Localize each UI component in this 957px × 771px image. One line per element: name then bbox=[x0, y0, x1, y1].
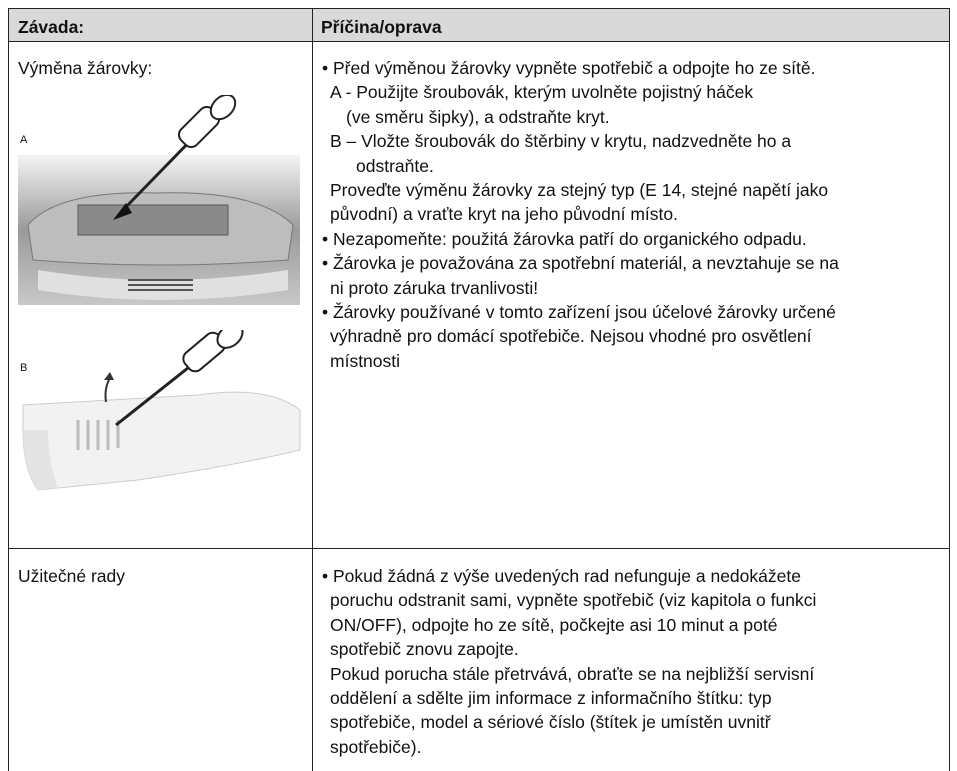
line: ni proto záruka trvanlivosti! bbox=[330, 277, 539, 298]
line: odstraňte. bbox=[356, 155, 434, 176]
line: oddělení a sdělte jim informace z inform… bbox=[330, 688, 772, 709]
line: B – Vložte šroubovák do štěrbiny v krytu… bbox=[330, 131, 792, 152]
fault: Užitečné rady bbox=[18, 566, 125, 586]
image-label: B bbox=[20, 362, 28, 374]
line: místnosti bbox=[330, 350, 401, 371]
border-header bbox=[8, 41, 950, 42]
border-mid bbox=[312, 8, 313, 771]
line: ON/OFF), odpojte ho ze sítě, počkejte as… bbox=[330, 614, 778, 635]
image-a bbox=[18, 95, 300, 305]
header-cause: Příčina/oprava bbox=[321, 17, 442, 37]
line: • Nezapomeňte: použitá žárovka patří do … bbox=[322, 228, 807, 249]
line: spotřebič znovu zapojte. bbox=[330, 639, 519, 660]
line: spotřebiče, model a sériové číslo (štíte… bbox=[330, 712, 771, 733]
line: • Před výměnou žárovky vypněte spotřebič… bbox=[322, 58, 816, 78]
line: výhradně pro domácí spotřebiče. Nejsou v… bbox=[330, 326, 812, 347]
line: (ve směru šipky), a odstraňte kryt. bbox=[346, 106, 610, 127]
line: Pokud porucha stále přetrvává, obraťte s… bbox=[330, 663, 815, 684]
cause-text: • Pokud žádná z výše uvedených rad nefun… bbox=[322, 564, 816, 759]
cause-text: • Před výměnou žárovky vypněte spotřebič… bbox=[322, 56, 839, 373]
line: • Žárovky používané v tomto zařízení jso… bbox=[322, 302, 836, 323]
image-b bbox=[22, 330, 301, 491]
line: A - Použijte šroubovák, kterým uvolněte … bbox=[330, 82, 754, 103]
line: Proveďte výměnu žárovky za stejný typ (E… bbox=[330, 180, 829, 201]
header-fault: Závada: bbox=[18, 17, 85, 37]
header-bg bbox=[8, 8, 949, 41]
border-right bbox=[949, 8, 950, 771]
line: původní) a vraťte kryt na jeho původní m… bbox=[330, 204, 679, 225]
line: poruchu odstranit sami, vypněte spotřebi… bbox=[330, 590, 817, 611]
border-left bbox=[8, 8, 9, 771]
border-row bbox=[8, 548, 950, 549]
image-label: A bbox=[20, 134, 28, 146]
line: spotřebiče). bbox=[330, 736, 422, 757]
fault: Výměna žárovky: bbox=[18, 58, 153, 78]
line: • Pokud žádná z výše uvedených rad nefun… bbox=[322, 566, 801, 586]
line: • Žárovka je považována za spotřební mat… bbox=[322, 253, 839, 274]
border-top bbox=[8, 8, 950, 9]
